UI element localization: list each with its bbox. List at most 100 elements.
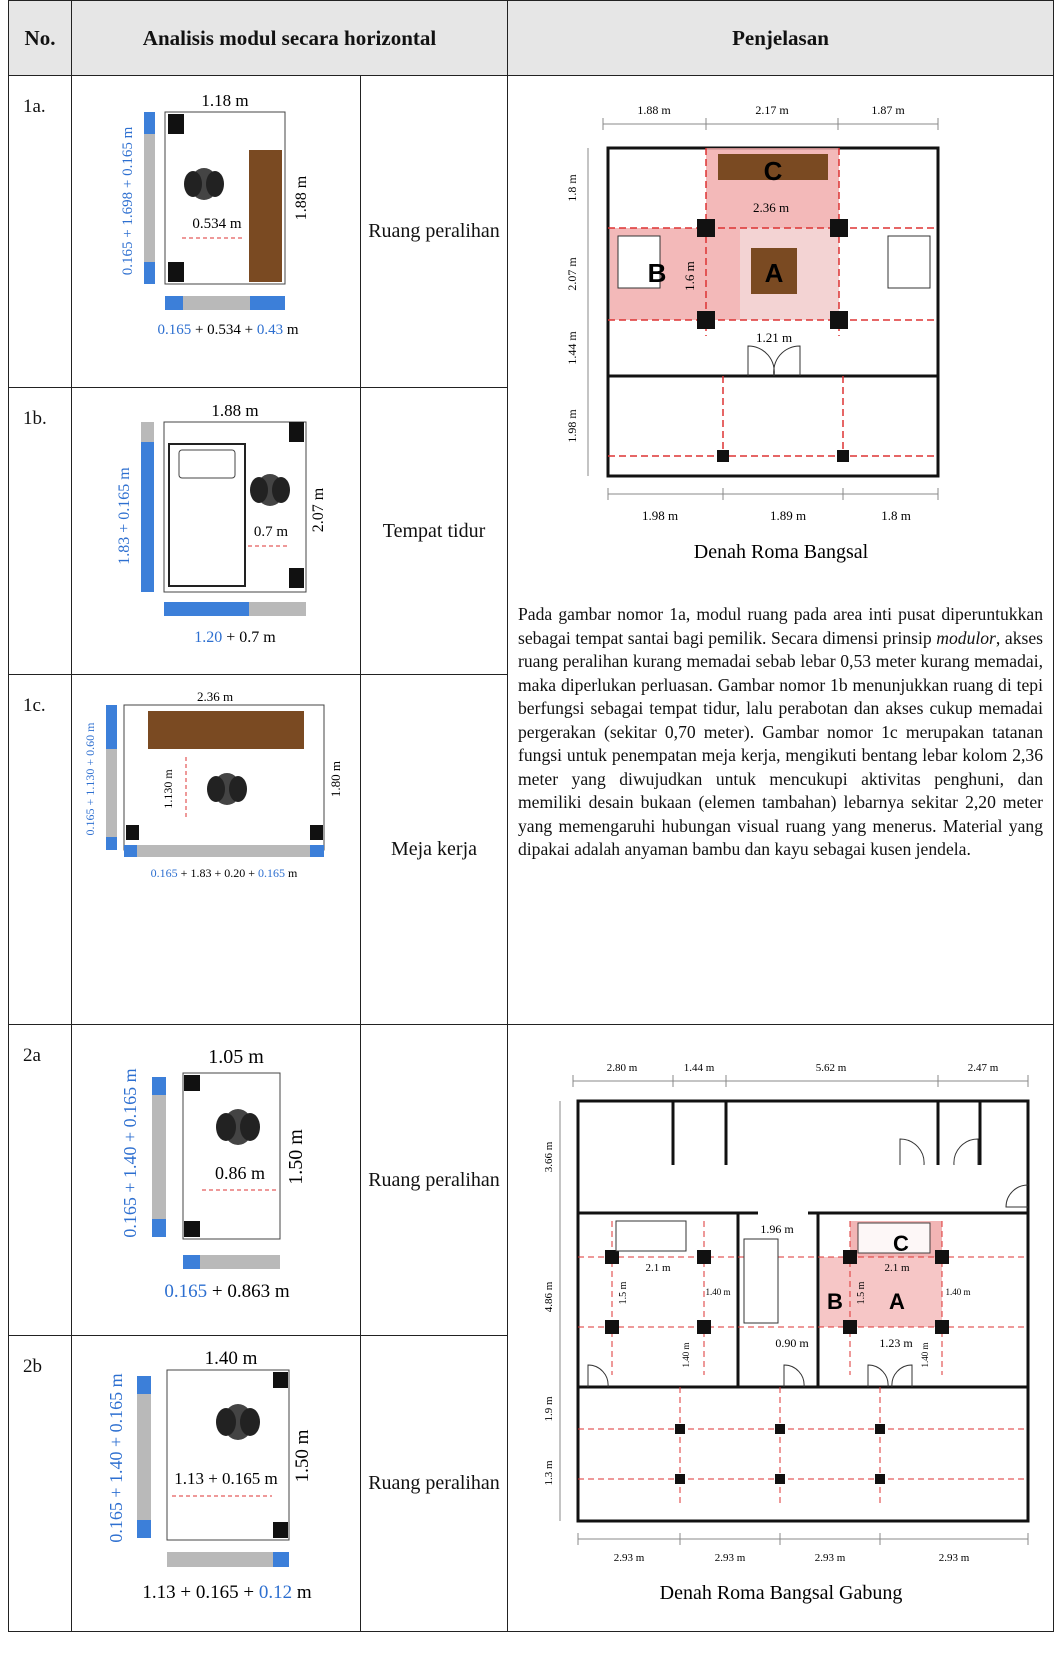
module-diagram: 1.40 m 1.50 m 1.13 + 0.165 m 0.165 + 1.4… (71, 1335, 361, 1632)
width-label: 1.05 m (208, 1046, 264, 1068)
top-dim: 1.44 m (684, 1062, 715, 1074)
header-explanation: Penjelasan (507, 0, 1054, 76)
height-label: 2.07 m (310, 487, 327, 532)
function-label: Meja kerja (360, 674, 508, 1025)
width-label: 1.88 m (211, 401, 258, 420)
h-label: 1.40 m (705, 1287, 730, 1297)
plan-caption: Denah Roma Bangsal Gabung (660, 1582, 903, 1604)
h-label: 1.40 m (681, 1342, 691, 1367)
row-number: 1a. (8, 75, 72, 388)
module-2b-svg: 1.40 m 1.50 m 1.13 + 0.165 m 0.165 + 1.4… (106, 1348, 313, 1603)
table-row: 1a. 1.18 m 1.88 m 0.534 m 0.165 + 1.698 … (8, 75, 1054, 1025)
module-diagram: 1.05 m 1.50 m 0.86 m 0.165 + 1.40 + 0.16… (71, 1024, 361, 1336)
bottom-dim: 2.93 m (614, 1552, 645, 1564)
bottom-dim: 1.8 m (881, 508, 911, 523)
top-dim: 5.62 m (816, 1062, 847, 1074)
plan-roma-bangsal-gabung: 2.80 m 1.44 m 5.62 m 2.47 m (543, 1062, 1030, 1604)
table-row: 2a 1.05 m 1.50 m 0.86 m 0.165 + 1.40 + 0… (8, 1024, 1054, 1632)
horizontal-dim: 0.165 + 0.863 m (164, 1281, 289, 1302)
left-dim: 4.86 m (543, 1281, 555, 1312)
left-dim: 1.9 m (543, 1396, 555, 1422)
door-label: 1.21 m (756, 330, 792, 345)
person-icon (207, 773, 247, 805)
vertical-dim: 1.83 + 0.165 m (116, 467, 133, 565)
module-diagram: 2.36 m 1.80 m 1.130 m 0.165 + 1.130 + 0.… (71, 674, 361, 1025)
bottom-dim: 1.89 m (770, 508, 806, 523)
height-label: 1.88 m (293, 175, 310, 220)
row-number: 1c. (8, 674, 72, 1025)
inner-label: 1.13 + 0.165 m (174, 1469, 278, 1488)
module-1c-svg: 2.36 m 1.80 m 1.130 m 0.165 + 1.130 + 0.… (83, 689, 343, 880)
module-2a-svg: 1.05 m 1.50 m 0.86 m 0.165 + 1.40 + 0.16… (120, 1046, 307, 1302)
person-icon (216, 1109, 260, 1145)
explanation-paragraph: Pada gambar nomor 1a, modul ruang pada a… (518, 604, 1043, 859)
inner-label: 0.534 m (192, 216, 242, 232)
zone-c-label: C (893, 1231, 909, 1256)
inner-label: 0.7 m (254, 524, 289, 540)
left-dim: 3.66 m (543, 1141, 555, 1172)
person-icon (250, 474, 290, 506)
left-dim: 1.8 m (565, 174, 579, 202)
horizontal-dim: 1.13 + 0.165 + 0.12 m (142, 1582, 311, 1603)
vertical-dim: 0.165 + 1.40 + 0.165 m (106, 1373, 126, 1542)
table-row: 1c. 2.36 m 1.80 m 1.130 m 0.165 + 1.130 … (8, 674, 1054, 1025)
inner-label: 1.130 m (161, 769, 175, 809)
plan-roma-bangsal: 1.88 m 2.17 m 1.87 m (565, 103, 940, 563)
header-no: No. (8, 0, 72, 76)
bottom-dim: 1.98 m (642, 508, 678, 523)
bottom-dim: 2.93 m (815, 1552, 846, 1564)
span-label: 2.36 m (753, 200, 789, 215)
row-number: 1b. (8, 387, 72, 675)
analysis-table: No. Analisis modul secara horizontal Pen… (8, 0, 1054, 1632)
module-diagram: 1.88 m 2.07 m 0.7 m 1.83 + 0.165 m 1.20 … (71, 387, 361, 675)
function-label: Tempat tidur (360, 387, 508, 675)
top-dim: 2.47 m (968, 1062, 999, 1074)
top-dim: 1.88 m (637, 103, 671, 117)
module-1b-svg: 1.88 m 2.07 m 0.7 m 1.83 + 0.165 m 1.20 … (116, 401, 327, 646)
top-dim: 2.17 m (755, 103, 789, 117)
h-label: 1.40 m (945, 1287, 970, 1297)
bottom-dim: 2.93 m (715, 1552, 746, 1564)
row-number: 2b (8, 1335, 72, 1632)
explanation-cell-1: 1.88 m 2.17 m 1.87 m (507, 75, 1054, 1025)
w1-label: 2.1 m (645, 1262, 671, 1274)
width-label: 1.40 m (205, 1348, 258, 1369)
width-label: 2.36 m (197, 689, 233, 704)
height-label: 1.50 m (292, 1429, 313, 1482)
w2-label: 2.1 m (884, 1262, 910, 1274)
bottom-dim: 2.93 m (939, 1552, 970, 1564)
zone-b-label: B (648, 258, 667, 288)
zone-a-label: A (765, 258, 784, 288)
left-dim: 1.98 m (565, 409, 579, 443)
door1-label: 0.90 m (775, 1336, 809, 1350)
height-label: 1.50 m (285, 1129, 307, 1185)
height-label: 1.80 m (328, 761, 343, 797)
left-dim: 1.3 m (543, 1460, 555, 1486)
h-label: 1.40 m (920, 1342, 930, 1367)
door2-label: 1.23 m (879, 1336, 913, 1350)
d1-label: 1.5 m (618, 1281, 629, 1304)
header-row: No. Analisis modul secara horizontal Pen… (8, 0, 1054, 76)
vertical-dim: 0.165 + 1.40 + 0.165 m (120, 1068, 140, 1237)
bed-dim-label: 1.96 m (760, 1222, 794, 1236)
depth-label: 1.6 m (682, 261, 697, 291)
d2-label: 1.5 m (856, 1281, 867, 1304)
person-icon (216, 1404, 260, 1440)
module-1a-svg: 1.18 m 1.88 m 0.534 m 0.165 + 1.698 + 0.… (120, 91, 310, 338)
left-dim: 2.07 m (565, 257, 579, 291)
header-analysis: Analisis modul secara horizontal (71, 0, 508, 76)
vertical-dim: 0.165 + 1.130 + 0.60 m (83, 722, 97, 836)
function-label: Ruang peralihan (360, 1335, 508, 1632)
inner-label: 0.86 m (215, 1163, 265, 1183)
width-label: 1.18 m (201, 91, 248, 110)
vertical-dim: 0.165 + 1.698 + 0.165 m (120, 126, 136, 275)
left-dim: 1.44 m (565, 331, 579, 365)
function-label: Ruang peralihan (360, 75, 508, 388)
table-row: 2b 1.40 m 1.50 m 1.13 + 0.165 m 0.165 + … (8, 1335, 1054, 1632)
explanation-cell-2: 2.80 m 1.44 m 5.62 m 2.47 m (507, 1024, 1054, 1632)
top-dim: 2.80 m (607, 1062, 638, 1074)
zone-a-label: A (889, 1289, 905, 1314)
module-diagram: 1.18 m 1.88 m 0.534 m 0.165 + 1.698 + 0.… (71, 75, 361, 388)
horizontal-dim: 1.20 + 0.7 m (194, 629, 276, 646)
top-dim: 1.87 m (871, 103, 905, 117)
